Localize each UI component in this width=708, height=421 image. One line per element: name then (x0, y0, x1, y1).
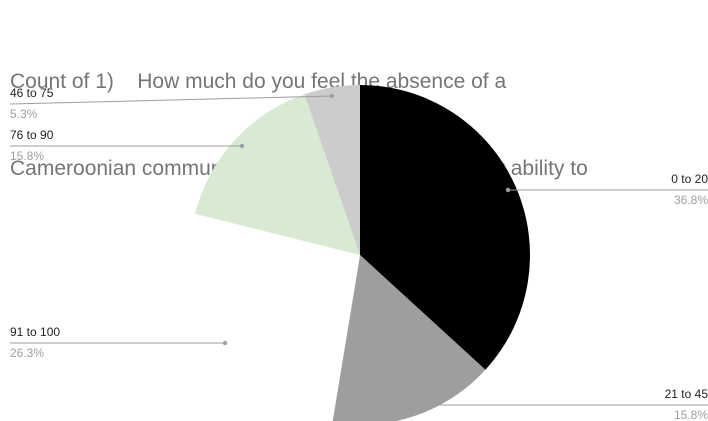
callout-dot-76-to-90 (239, 143, 245, 149)
slice-percent-21-to-45: 15.8% (674, 408, 708, 421)
slice-percent-76-to-90: 15.8% (10, 149, 44, 163)
pie-slice-76-to-90[interactable] (195, 94, 360, 255)
slice-percent-91-to-100: 26.3% (10, 346, 44, 360)
pie-callouts: 0 to 20 36.8% 21 to 45 15.8% 91 to 100 26.3% 7… (9, 86, 708, 421)
callout-dot-46-to-75 (329, 93, 335, 99)
slice-label-46-to-75: 46 to 75 (10, 86, 54, 100)
slice-label-91-to-100: 91 to 100 (10, 325, 60, 339)
pie-slice-0-to-20[interactable] (360, 85, 531, 370)
callout-dot-91-to-100 (222, 340, 228, 346)
pie-slice-21-to-45[interactable] (332, 255, 486, 421)
slice-percent-0-to-20: 36.8% (674, 193, 708, 207)
callout-dot-0-to-20 (505, 187, 511, 193)
callout-line-46-to-75 (9, 95, 333, 105)
chart-title-line-1: Count of 1) How much do you feel the abs… (10, 70, 507, 93)
slice-label-0-to-20: 0 to 20 (671, 172, 708, 186)
pie-slice-91-to-100[interactable] (190, 213, 360, 421)
slice-label-21-to-45: 21 to 45 (665, 387, 708, 401)
pie-slices (190, 85, 531, 421)
slice-label-76-to-90: 76 to 90 (10, 128, 54, 142)
callout-dot-21-to-45 (410, 402, 416, 408)
pie-slice-46-to-75[interactable] (304, 85, 360, 255)
slice-percent-46-to-75: 5.3% (10, 107, 38, 121)
